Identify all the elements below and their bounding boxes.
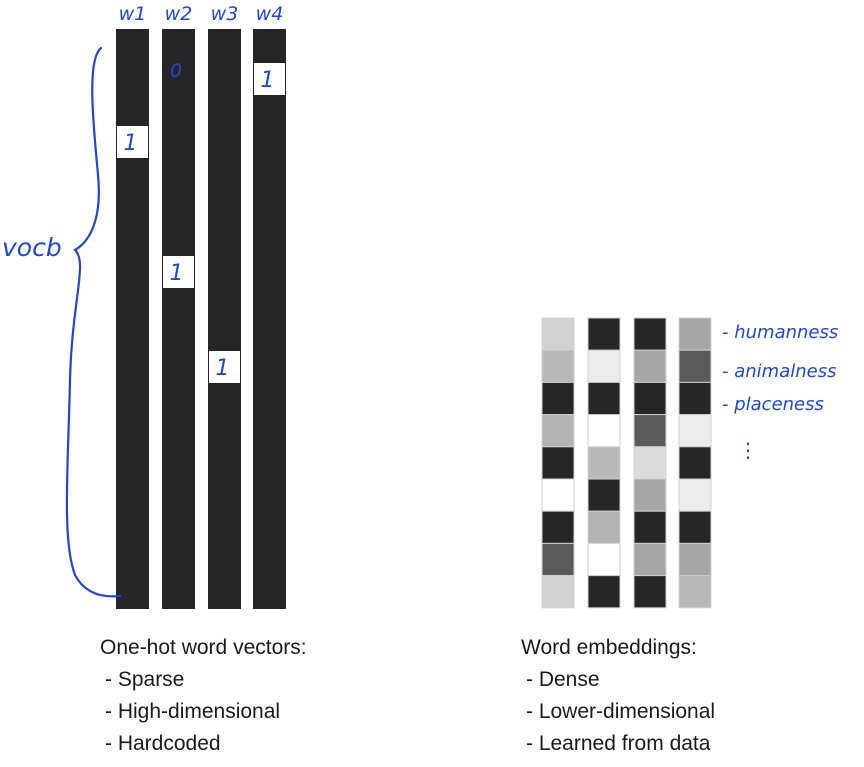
embedding-cell — [541, 446, 575, 480]
embedding-cell — [587, 478, 621, 512]
one-hot-caption-title: One-hot word vectors: — [100, 636, 307, 659]
hot-cell — [117, 126, 148, 158]
hot-mark: 1 — [170, 261, 184, 286]
vocab-brace — [65, 46, 122, 598]
one-hot-caption-item: - Hardcoded — [105, 732, 221, 755]
zero-mark: 0 — [170, 60, 182, 82]
embedding-cell — [633, 542, 667, 577]
hot-mark: 1 — [216, 356, 230, 381]
embedding-cell — [678, 349, 712, 383]
one-hot-caption: One-hot word vectors: - Sparse - High-di… — [100, 632, 307, 760]
embedding-cell — [541, 510, 575, 544]
ellipsis-mark: ⋮ — [738, 438, 758, 462]
hot-cell — [254, 63, 285, 95]
embedding-cell — [633, 575, 667, 609]
hot-cell — [163, 256, 194, 288]
embedding-cell — [541, 414, 575, 448]
embedding-cell — [541, 349, 575, 383]
embedding-cell — [541, 381, 575, 416]
embedding-cell — [678, 575, 712, 609]
embeddings-caption: Word embeddings: - Dense - Lower-dimensi… — [521, 632, 715, 760]
embedding-cell — [633, 510, 667, 544]
one-hot-bar-w1 — [116, 29, 149, 609]
embedding-cell — [587, 575, 621, 609]
embedding-cell — [587, 510, 621, 544]
dimension-label: - placeness — [722, 394, 824, 415]
dimension-label: - animalness — [722, 361, 836, 382]
one-hot-bar-w3 — [208, 29, 241, 609]
hot-mark: 1 — [124, 131, 138, 156]
column-label: w1 — [119, 3, 147, 25]
hot-cell — [209, 351, 240, 383]
one-hot-vectors: 1 w1 1 w2 1 w3 1 w4 — [116, 3, 286, 609]
embedding-cell — [678, 478, 712, 512]
embedding-cell — [541, 317, 575, 351]
embedding-cell — [587, 446, 621, 480]
embedding-cell — [678, 510, 712, 544]
embedding-cell — [678, 446, 712, 480]
embedding-cell — [587, 381, 621, 416]
one-hot-caption-item: - High-dimensional — [105, 700, 281, 723]
embedding-cell — [633, 381, 667, 416]
embeddings-caption-item: - Lower-dimensional — [526, 700, 716, 723]
embedding-cell — [678, 317, 712, 351]
embeddings-caption-item: - Learned from data — [526, 732, 711, 755]
word-embeddings: - humanness - animalness - placeness ⋮ — [541, 317, 838, 609]
one-hot-caption-item: - Sparse — [105, 668, 185, 691]
embedding-cell — [587, 317, 621, 351]
dimension-label: - humanness — [722, 322, 838, 343]
embedding-cell — [633, 349, 667, 383]
embedding-cell — [587, 542, 621, 577]
embedding-cell — [633, 446, 667, 480]
one-hot-bar-w2 — [162, 29, 195, 609]
one-hot-bar-w4 — [253, 29, 286, 609]
embedding-cell — [541, 478, 575, 512]
embedding-cell — [587, 414, 621, 448]
embedding-cell — [633, 317, 667, 351]
embedding-cell — [541, 542, 575, 577]
hot-mark: 1 — [261, 68, 275, 93]
column-label: w2 — [165, 3, 193, 25]
embeddings-caption-item: - Dense — [526, 668, 600, 691]
embedding-cell — [678, 381, 712, 416]
column-label: w3 — [211, 3, 239, 25]
embeddings-caption-title: Word embeddings: — [521, 636, 697, 659]
embedding-cell — [678, 542, 712, 577]
embedding-cell — [678, 414, 712, 448]
embedding-cell — [633, 414, 667, 448]
column-label: w4 — [256, 3, 284, 25]
vocab-label: vocb — [2, 233, 62, 262]
embedding-cell — [587, 349, 621, 383]
handwritten-annotations: 0 vocb — [2, 46, 182, 598]
embedding-cell — [633, 478, 667, 512]
embedding-cell — [541, 575, 575, 609]
